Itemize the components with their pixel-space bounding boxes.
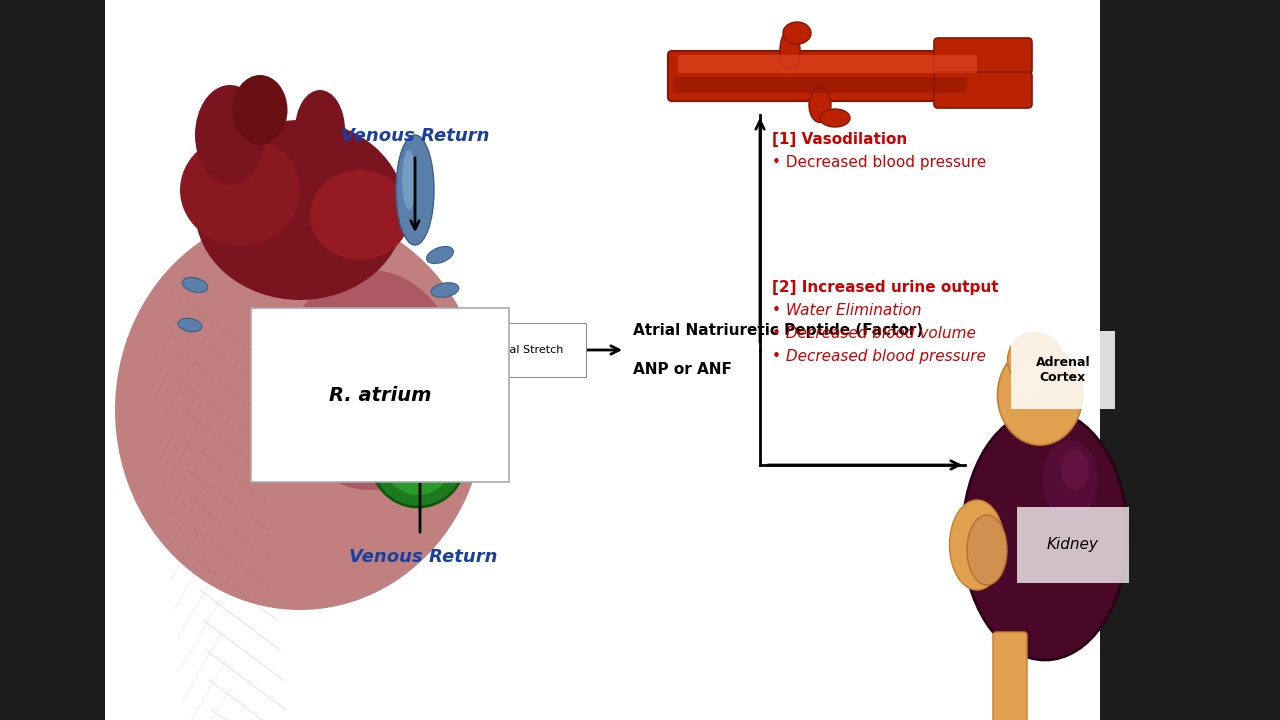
Text: • Decreased blood volume: • Decreased blood volume [772,326,975,341]
Ellipse shape [195,85,265,185]
Ellipse shape [1061,450,1089,490]
Bar [1100,0,1280,720]
Ellipse shape [178,318,202,332]
Text: • Decreased blood pressure: • Decreased blood pressure [772,155,987,170]
Text: Adrenal
Cortex: Adrenal Cortex [1036,356,1091,384]
Text: Venous Return: Venous Return [340,127,489,145]
Bar [105,0,1100,720]
Ellipse shape [396,135,434,245]
Ellipse shape [180,135,300,245]
Ellipse shape [780,30,800,70]
Text: R. atrium: R. atrium [329,385,431,405]
Ellipse shape [416,348,440,361]
Ellipse shape [966,515,1007,585]
Ellipse shape [1007,333,1062,387]
Ellipse shape [963,410,1128,660]
Ellipse shape [195,120,404,300]
Text: • Water Elimination: • Water Elimination [772,303,922,318]
Ellipse shape [1016,362,1044,397]
Circle shape [369,457,384,473]
Ellipse shape [233,75,288,145]
FancyBboxPatch shape [934,72,1032,108]
FancyBboxPatch shape [668,51,986,101]
Ellipse shape [294,90,346,170]
Ellipse shape [310,170,410,260]
FancyBboxPatch shape [673,77,966,93]
Bar [0,0,105,720]
Ellipse shape [950,500,1005,590]
Ellipse shape [431,283,458,297]
Ellipse shape [280,270,460,490]
Text: ANP or ANF: ANP or ANF [634,362,732,377]
Circle shape [383,425,453,495]
FancyBboxPatch shape [678,55,977,73]
Ellipse shape [426,246,453,264]
Ellipse shape [1042,440,1097,520]
Text: Venous Return: Venous Return [348,548,497,566]
Ellipse shape [425,318,451,332]
Text: Kidney: Kidney [1047,538,1100,552]
FancyBboxPatch shape [993,632,1027,720]
Text: • Decreased blood pressure: • Decreased blood pressure [772,349,986,364]
Ellipse shape [182,277,207,292]
Ellipse shape [115,210,485,610]
Ellipse shape [783,22,812,44]
FancyBboxPatch shape [934,38,1032,74]
Circle shape [394,436,419,460]
Text: Atrial Natriuretic Peptide (Factor): Atrial Natriuretic Peptide (Factor) [634,323,923,338]
Ellipse shape [996,678,1024,720]
Circle shape [371,413,465,507]
Ellipse shape [820,109,850,127]
Ellipse shape [131,260,330,520]
Bar [210,170,390,230]
Text: Atrial Stretch: Atrial Stretch [490,345,563,355]
Text: [2] Increased urine output: [2] Increased urine output [772,280,998,295]
Ellipse shape [402,150,416,210]
Text: [1] Vasodilation: [1] Vasodilation [772,132,908,147]
Ellipse shape [997,345,1083,445]
Ellipse shape [809,88,831,122]
